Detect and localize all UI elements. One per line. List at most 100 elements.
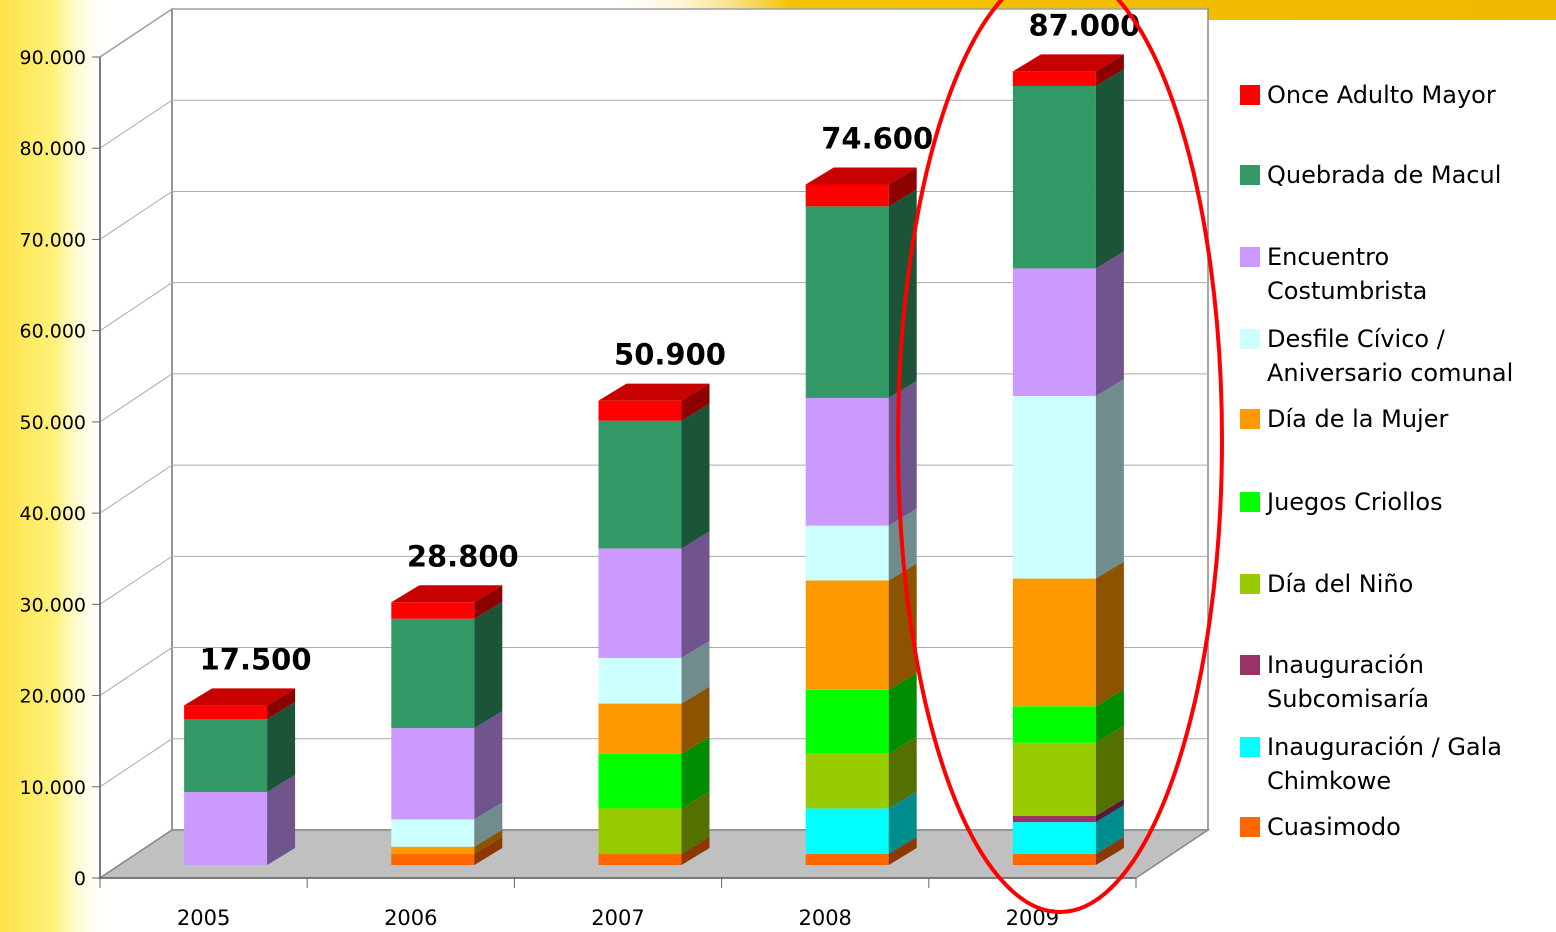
highlight-ellipse (896, 0, 1224, 914)
y-tick-label: 90.000 (20, 47, 86, 69)
bar-side (681, 837, 710, 865)
y-tick-label: 50.000 (20, 412, 86, 434)
bar-segment (1012, 71, 1096, 86)
bar-side (888, 167, 917, 207)
bar-segment (805, 525, 889, 581)
bar-segment (598, 808, 682, 855)
bar-segment (184, 792, 268, 865)
bar-side (1095, 54, 1124, 86)
grid-line (99, 8, 1208, 58)
bar-segment (805, 808, 889, 855)
legend-swatch (1240, 817, 1260, 837)
legend-label: Encuentro Costumbrista (1267, 243, 1428, 305)
bar-side (474, 802, 503, 847)
bar-segment (598, 703, 682, 754)
y-tick-label: 60.000 (20, 321, 86, 343)
bar-segment (805, 397, 889, 526)
bar-side (1095, 725, 1124, 816)
bar-side (681, 791, 710, 855)
legend-item: Inauguración Subcomisaría (1240, 648, 1550, 716)
bar-segment (391, 854, 475, 865)
bar-side (888, 380, 917, 526)
legend-item: Encuentro Costumbrista (1240, 240, 1550, 308)
bar-segment (598, 548, 682, 658)
bar-side (681, 531, 710, 658)
bar-top (805, 167, 917, 185)
bar-segment (184, 705, 268, 720)
x-tick-label: 2005 (177, 906, 230, 930)
bar-side (474, 711, 503, 820)
bar-side (681, 640, 710, 704)
bar-side (1095, 798, 1124, 823)
bar-top (391, 585, 503, 603)
bar-segment (805, 689, 889, 754)
y-tick-label: 10.000 (20, 777, 86, 799)
bar-segment (805, 580, 889, 690)
y-tick-label: 70.000 (20, 229, 86, 251)
bar-side (474, 601, 503, 729)
total-label: 87.000 (1028, 8, 1140, 42)
bar-side (1095, 689, 1124, 743)
y-tick-label: 30.000 (20, 594, 86, 616)
bar-segment (598, 753, 682, 809)
bar-segment (805, 753, 889, 809)
bar-segment (391, 618, 475, 729)
legend-label: Desfile Cívico / Aniversario comunal (1267, 325, 1514, 387)
background-stripe (0, 0, 110, 932)
x-tick-label: 2008 (798, 906, 851, 930)
bar-segment (1012, 815, 1096, 823)
legend-item: Once Adulto Mayor (1240, 78, 1550, 112)
total-label: 74.600 (821, 121, 933, 155)
bar-segment (598, 400, 682, 421)
bar-segment (805, 184, 889, 207)
legend-swatch (1240, 165, 1260, 185)
bar-segment (1012, 578, 1096, 707)
legend-swatch (1240, 492, 1260, 512)
bar-side (474, 837, 503, 865)
legend-label: Día de la Mujer (1267, 405, 1449, 433)
bar-segment (805, 206, 889, 398)
total-label: 28.800 (407, 539, 519, 573)
x-tick-label: 2006 (384, 906, 437, 930)
legend-item: Inauguración / Gala Chimkowe (1240, 730, 1550, 798)
legend-swatch (1240, 247, 1260, 267)
bar-segment (1012, 268, 1096, 397)
bar-segment (1012, 854, 1096, 865)
legend-item: Juegos Criollos (1240, 485, 1550, 519)
y-tick-label: 0 (74, 868, 86, 890)
bar-segment (1012, 822, 1096, 855)
x-tick-label: 2007 (591, 906, 644, 930)
bar-segment (1012, 742, 1096, 816)
legend-swatch (1240, 329, 1260, 349)
bar-side (681, 686, 710, 754)
legend-label: Inauguración Subcomisaría (1267, 651, 1430, 713)
y-tick-label: 80.000 (20, 138, 86, 160)
total-label: 50.900 (614, 338, 726, 372)
total-label: 17.500 (200, 642, 312, 676)
legend-swatch (1240, 737, 1260, 757)
legend-label: Quebrada de Macul (1267, 161, 1502, 189)
bar-segment (391, 846, 475, 855)
bar-side (1095, 379, 1124, 579)
bar-segment (184, 719, 268, 793)
bar-top (1012, 54, 1124, 72)
bar-segment (1012, 706, 1096, 743)
bar-side (888, 189, 917, 398)
legend-item: Día de la Mujer (1240, 402, 1550, 436)
y-tick-label: 20.000 (20, 686, 86, 708)
y-tick-label: 40.000 (20, 503, 86, 525)
bar-side (888, 563, 917, 690)
bar-side (681, 403, 710, 549)
bar-segment (1012, 85, 1096, 269)
legend-swatch (1240, 409, 1260, 429)
bar-side (267, 688, 296, 720)
legend-item: Cuasimodo (1240, 810, 1550, 844)
bar-side (888, 672, 917, 754)
legend-item: Quebrada de Macul (1240, 158, 1550, 192)
bar-segment (598, 420, 682, 549)
bar-top (598, 383, 710, 401)
bar-segment (391, 602, 475, 619)
bar-side (681, 736, 710, 809)
bar-side (1095, 68, 1124, 269)
